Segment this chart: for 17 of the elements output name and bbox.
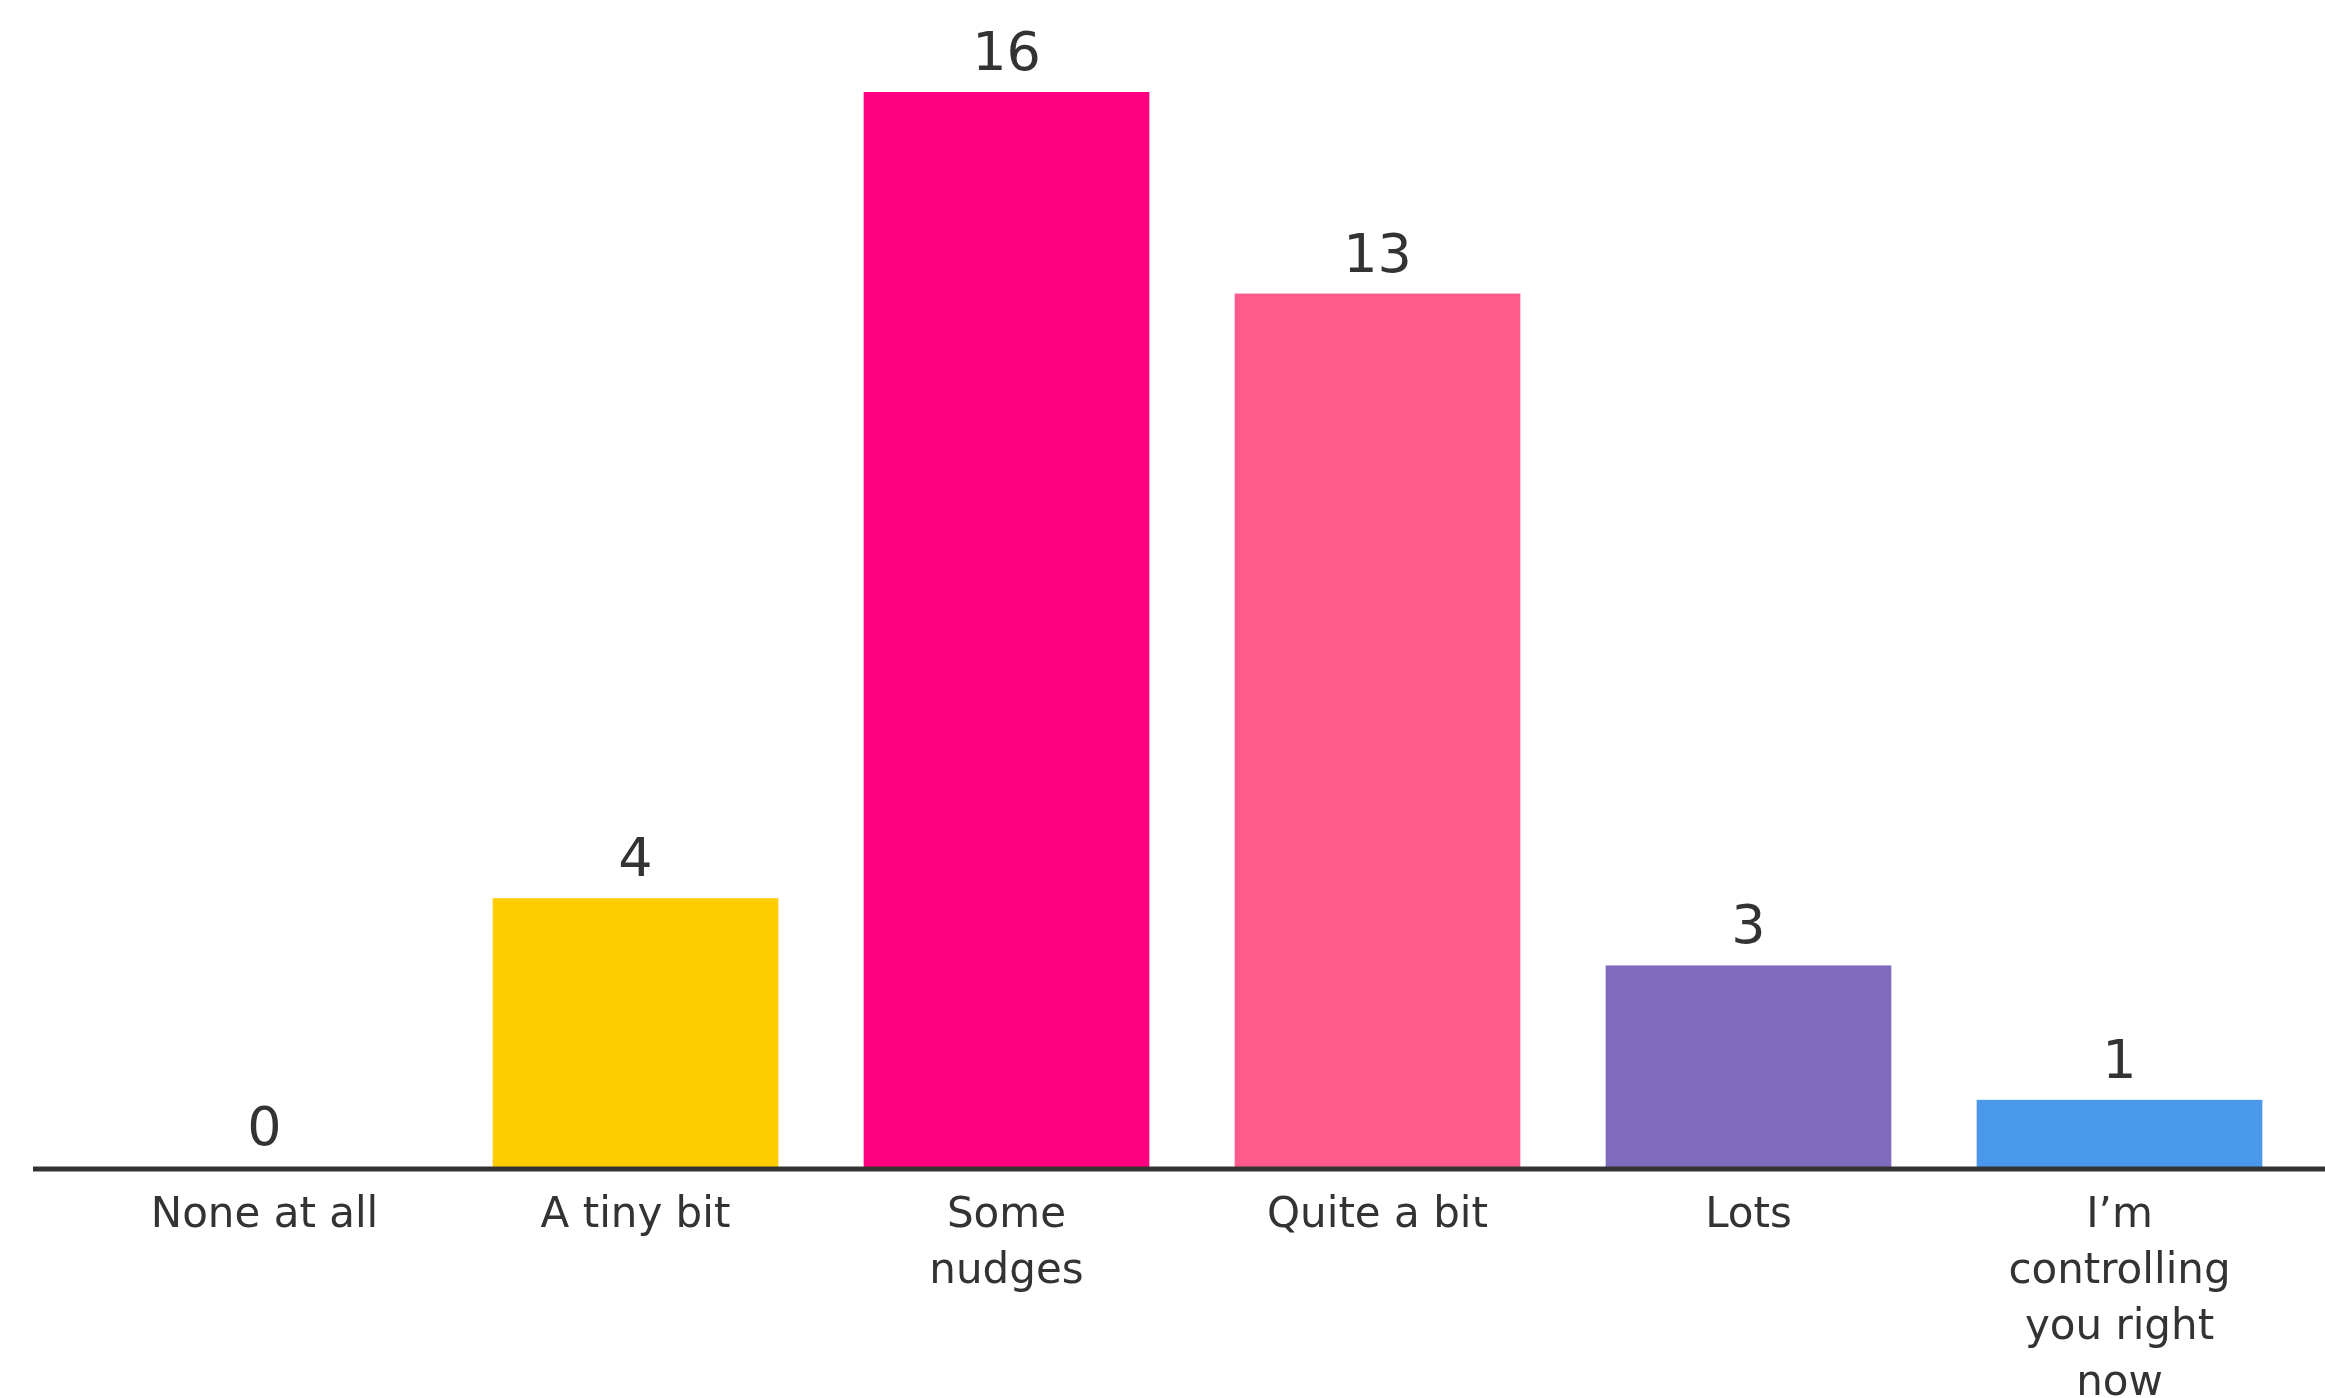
bar — [1605, 965, 1892, 1167]
data-label: 16 — [972, 20, 1041, 83]
data-label: 1 — [2102, 1027, 2137, 1091]
x-tick-label: Quite a bit — [1267, 1188, 1488, 1237]
bar — [492, 898, 779, 1167]
bar — [1976, 1099, 2263, 1167]
data-label: 13 — [1343, 221, 1412, 285]
data-label: 3 — [1731, 893, 1766, 957]
bar — [863, 92, 1150, 1167]
x-tick-label: A tiny bit — [540, 1188, 731, 1237]
x-tick-label: None at all — [150, 1188, 379, 1237]
x-tick-label: I’m controlling you right now — [2008, 1188, 2231, 1398]
bar — [1234, 293, 1521, 1167]
data-label: 4 — [618, 826, 653, 890]
x-tick-label: Lots — [1705, 1188, 1792, 1237]
x-tick-label: Some nudges — [929, 1188, 1084, 1293]
data-label: 0 — [247, 1095, 282, 1158]
